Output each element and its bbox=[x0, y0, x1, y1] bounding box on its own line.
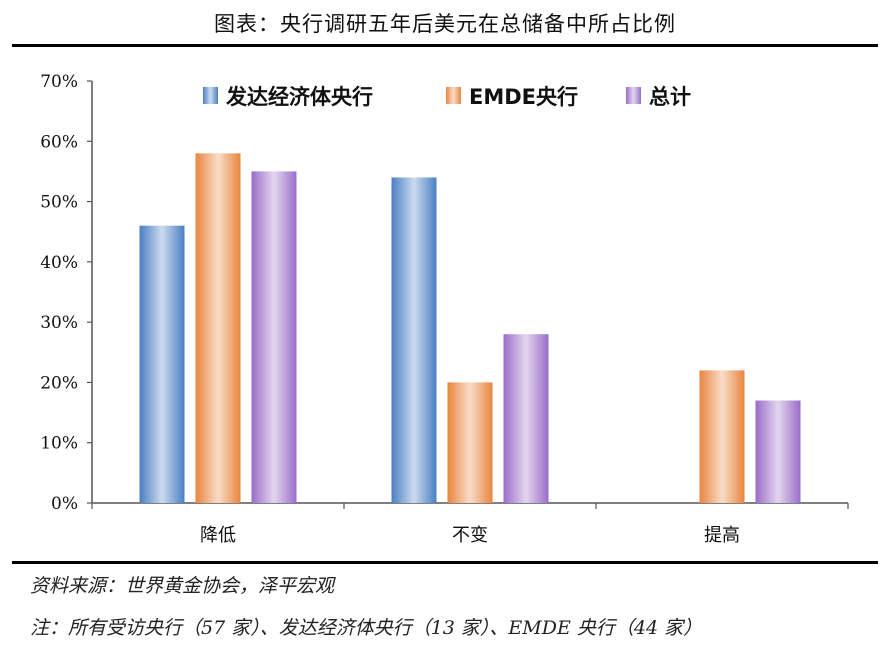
legend-label: EMDE央行 bbox=[469, 85, 578, 109]
bar-chart: 0% 10% 20% 30% 40% 50% 60% 70% 降低 不变 提高 发达经济体央行 EMD… bbox=[40, 72, 849, 546]
x-category-label: 提高 bbox=[704, 525, 740, 546]
y-tick-label: 40% bbox=[40, 253, 78, 273]
bar bbox=[391, 177, 437, 503]
y-tick-label: 10% bbox=[40, 434, 78, 454]
y-tick-label: 20% bbox=[40, 373, 78, 393]
legend-label: 总计 bbox=[649, 85, 691, 109]
y-tick-label: 70% bbox=[40, 72, 78, 92]
footnote: 注：所有受访央行（57 家）、发达经济体央行（13 家）、EMDE 央行（44 … bbox=[30, 617, 703, 639]
bar bbox=[251, 171, 297, 503]
chart-title: 图表：央行调研五年后美元在总储备中所占比例 bbox=[214, 12, 676, 36]
y-tick-label: 30% bbox=[40, 313, 78, 333]
bar bbox=[447, 382, 493, 503]
top-rule bbox=[12, 44, 878, 47]
bar bbox=[503, 334, 549, 503]
bar bbox=[699, 370, 745, 503]
legend-swatch bbox=[626, 87, 641, 104]
legend-label: 发达经济体央行 bbox=[225, 85, 373, 109]
bar bbox=[755, 400, 801, 503]
y-tick-label: 0% bbox=[51, 494, 78, 514]
x-category-label: 不变 bbox=[452, 525, 488, 546]
legend-swatch bbox=[203, 87, 218, 104]
bar bbox=[139, 225, 185, 503]
bottom-rule bbox=[12, 561, 878, 564]
x-category-label: 降低 bbox=[200, 525, 236, 546]
bar bbox=[195, 153, 241, 503]
source-note: 资料来源：世界黄金协会，泽平宏观 bbox=[30, 575, 335, 597]
legend-swatch bbox=[446, 87, 461, 104]
y-tick-label: 50% bbox=[40, 193, 78, 213]
y-tick-label: 60% bbox=[40, 132, 78, 152]
